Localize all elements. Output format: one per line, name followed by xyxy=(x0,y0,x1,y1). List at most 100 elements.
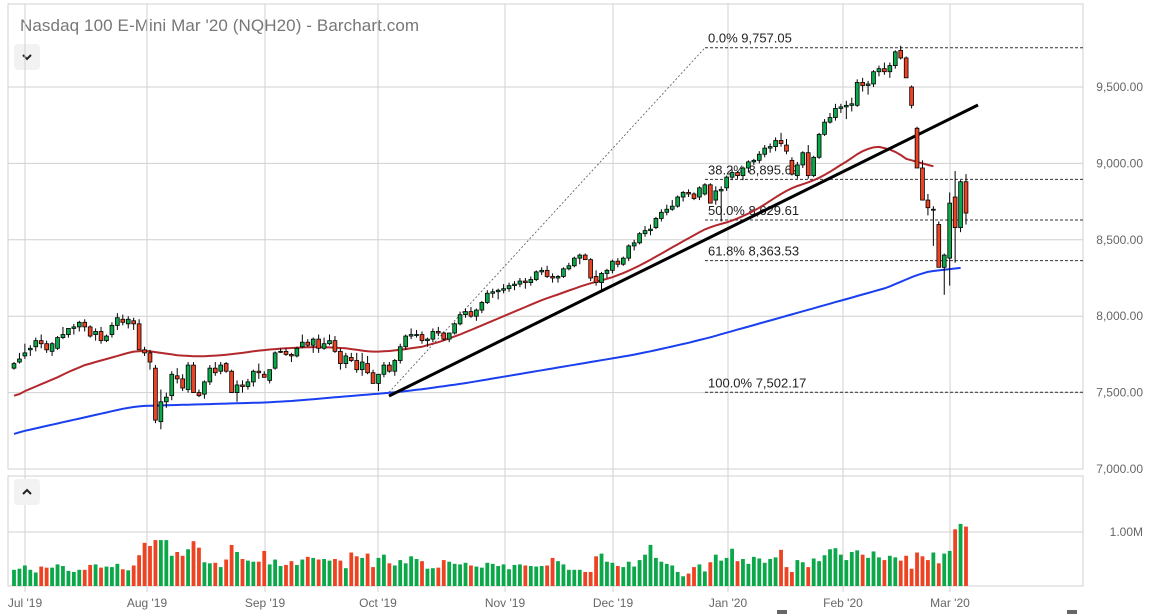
volume-bar xyxy=(501,564,506,586)
scroll-handle-right[interactable] xyxy=(1067,610,1077,614)
volume-bar xyxy=(479,567,484,586)
volume-bar xyxy=(708,562,713,586)
candlestick xyxy=(702,183,708,196)
candlestick xyxy=(756,151,762,164)
volume-bar xyxy=(278,566,283,586)
volume-bar xyxy=(855,550,860,586)
candlestick xyxy=(871,70,876,87)
volume-bar xyxy=(409,556,414,586)
volume-bar xyxy=(719,560,724,586)
volume-bar xyxy=(811,558,816,586)
volume-bar xyxy=(131,565,136,586)
volume-bar xyxy=(681,576,686,586)
volume-bar xyxy=(958,523,963,586)
candlestick xyxy=(234,380,240,402)
chevron-up-icon xyxy=(22,488,32,495)
volume-bar xyxy=(654,557,658,586)
candlestick xyxy=(251,369,256,387)
volume-bar xyxy=(371,567,375,586)
volume-bar xyxy=(338,560,343,586)
volume-bar xyxy=(213,562,218,586)
volume-bar xyxy=(784,567,789,586)
volume-bar xyxy=(66,570,71,586)
candlestick xyxy=(468,307,474,318)
candlestick xyxy=(778,132,784,147)
volume-bar xyxy=(316,559,321,586)
candlestick xyxy=(724,175,729,191)
candlestick xyxy=(272,351,278,370)
volume-bar xyxy=(235,551,239,586)
candlestick xyxy=(457,311,463,326)
volume-bar xyxy=(164,540,169,586)
candlestick xyxy=(71,323,77,335)
candlestick xyxy=(713,186,719,205)
volume-bar xyxy=(942,553,947,586)
candlestick xyxy=(620,256,626,266)
ma50-line xyxy=(13,145,934,397)
volume-bar xyxy=(294,564,299,586)
candlestick xyxy=(115,313,120,330)
candlestick xyxy=(849,97,855,112)
trendline[interactable] xyxy=(388,103,979,398)
volume-bar xyxy=(425,568,430,586)
candlestick xyxy=(533,270,539,282)
volume-bar xyxy=(648,544,653,586)
candlestick xyxy=(865,80,871,95)
candlestick xyxy=(490,288,496,298)
volume-bar xyxy=(452,563,457,586)
candlestick xyxy=(300,334,305,349)
candlestick xyxy=(196,389,202,398)
candlestick xyxy=(767,143,773,153)
volume-bar xyxy=(44,567,49,586)
candlestick xyxy=(838,103,844,113)
x-axis-tick: Jul '19 xyxy=(8,596,43,610)
volume-bar xyxy=(267,564,272,586)
volume-bar xyxy=(71,571,76,586)
candlestick xyxy=(142,346,147,356)
volume-bar xyxy=(790,571,794,586)
candlestick xyxy=(920,160,925,201)
candlestick xyxy=(718,186,724,222)
volume-bar xyxy=(893,557,898,586)
volume-bar xyxy=(99,567,103,586)
volume-bar xyxy=(702,571,707,586)
volume-bar xyxy=(643,554,647,586)
candlestick xyxy=(104,334,109,343)
volume-bar xyxy=(382,554,386,586)
candlestick xyxy=(925,193,931,216)
collapse-header-button[interactable] xyxy=(14,44,40,70)
candlestick xyxy=(316,334,321,353)
volume-bar xyxy=(354,556,359,586)
volume-bar xyxy=(115,563,120,586)
volume-bar xyxy=(844,560,849,586)
volume-bar xyxy=(229,544,234,586)
expand-volume-button[interactable] xyxy=(14,479,40,505)
volume-bar xyxy=(528,566,533,586)
volume-bar xyxy=(904,555,909,586)
volume-bar xyxy=(485,562,490,586)
candlestick xyxy=(76,320,82,332)
volume-bar xyxy=(33,572,38,586)
candlestick xyxy=(174,368,180,384)
volume-bar xyxy=(169,555,174,586)
x-axis-tick: Feb '20 xyxy=(823,596,863,610)
candlestick xyxy=(348,352,354,363)
volume-bar xyxy=(158,540,163,586)
volume-bar xyxy=(572,569,577,586)
volume-bar xyxy=(512,564,517,586)
candlestick xyxy=(903,56,909,79)
volume-bar xyxy=(88,564,93,586)
scroll-handle-left[interactable] xyxy=(777,610,787,614)
candlestick xyxy=(44,340,49,353)
volume-bar xyxy=(523,565,528,586)
volume-bar xyxy=(860,554,865,586)
volume-bar xyxy=(50,567,54,586)
candlestick xyxy=(338,348,343,370)
candlestick xyxy=(17,352,22,364)
volume-bar xyxy=(556,561,560,586)
volume-bar xyxy=(577,569,582,586)
volume-bar xyxy=(376,557,381,586)
candlestick xyxy=(414,329,419,338)
candlestick xyxy=(963,174,969,225)
